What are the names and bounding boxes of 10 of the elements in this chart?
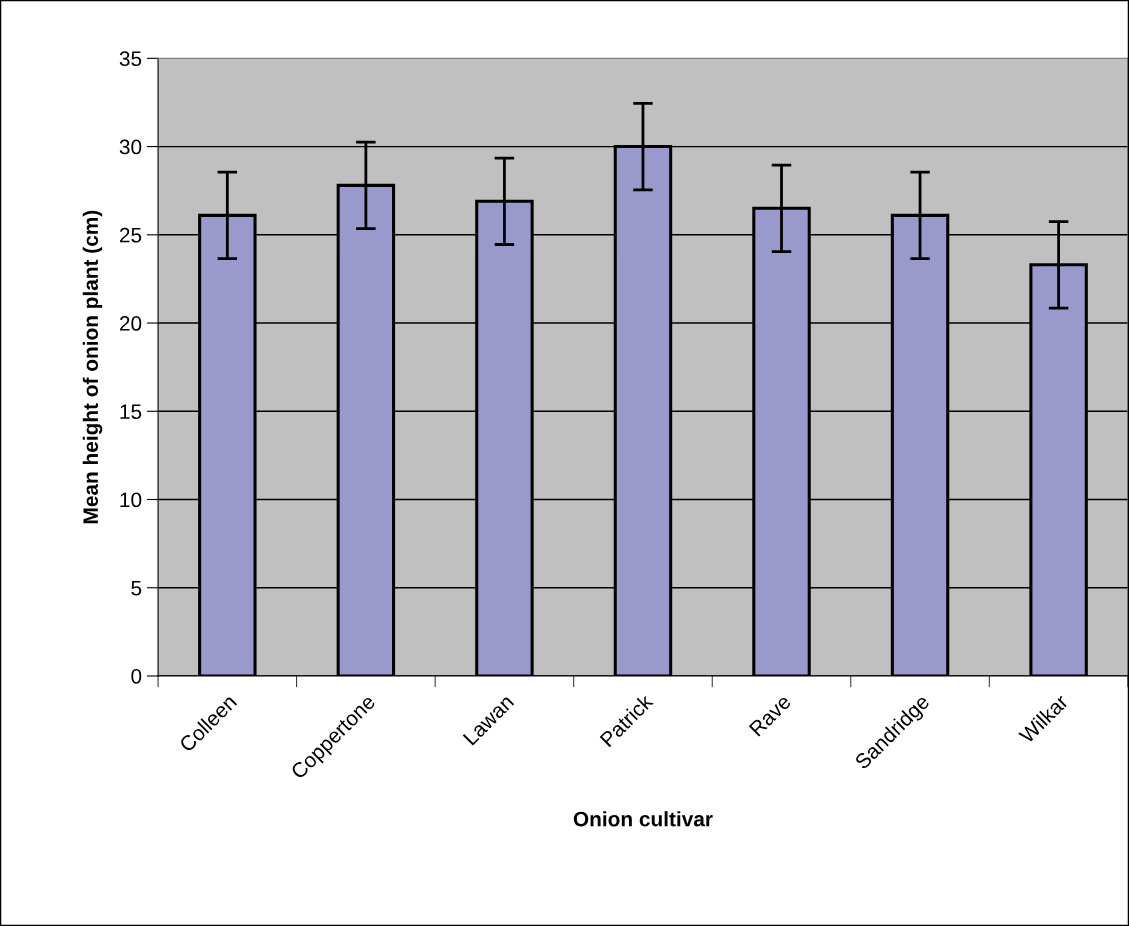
y-tick-label: 15 [120,404,142,420]
y-tick-label: 5 [131,580,142,596]
y-tick-label: 25 [119,227,142,243]
y-tick-label: 0 [131,668,142,684]
x-axis-title: Onion cultivar [573,811,713,827]
y-tick-label: 30 [119,139,142,155]
y-axis-title: Mean height of onion plant (cm) [82,210,103,524]
y-tick-label: 10 [120,492,142,508]
y-tick-label: 35 [119,51,142,67]
y-tick-label: 20 [119,316,142,331]
